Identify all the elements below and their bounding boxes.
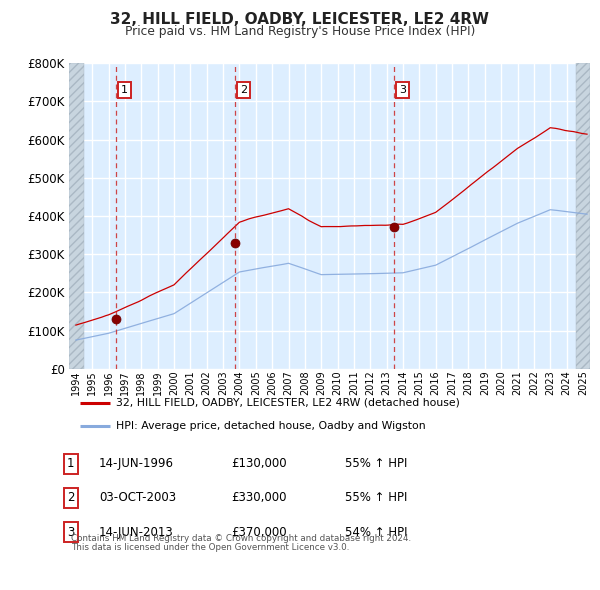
Text: 32, HILL FIELD, OADBY, LEICESTER, LE2 4RW (detached house): 32, HILL FIELD, OADBY, LEICESTER, LE2 4R… (116, 398, 460, 408)
Bar (576, 63, 590, 369)
Text: £130,000: £130,000 (231, 457, 287, 470)
Text: HPI: Average price, detached house, Oadby and Wigston: HPI: Average price, detached house, Oadb… (116, 421, 425, 431)
Text: 3: 3 (399, 85, 406, 95)
Text: 14-JUN-1996: 14-JUN-1996 (99, 457, 174, 470)
Text: 1: 1 (121, 85, 128, 95)
Text: 54% ↑ HPI: 54% ↑ HPI (345, 526, 407, 539)
Text: 32, HILL FIELD, OADBY, LEICESTER, LE2 4RW: 32, HILL FIELD, OADBY, LEICESTER, LE2 4R… (110, 12, 490, 27)
Text: 03-OCT-2003: 03-OCT-2003 (99, 491, 176, 504)
Bar (69, 63, 84, 369)
Text: £370,000: £370,000 (231, 526, 287, 539)
Text: 1: 1 (67, 457, 74, 470)
Text: 2: 2 (67, 491, 74, 504)
Text: 14-JUN-2013: 14-JUN-2013 (99, 526, 174, 539)
Text: 3: 3 (67, 526, 74, 539)
Text: £330,000: £330,000 (231, 491, 287, 504)
Text: 2: 2 (240, 85, 247, 95)
Text: Price paid vs. HM Land Registry's House Price Index (HPI): Price paid vs. HM Land Registry's House … (125, 25, 475, 38)
Text: This data is licensed under the Open Government Licence v3.0.: This data is licensed under the Open Gov… (71, 543, 349, 552)
Text: Contains HM Land Registry data © Crown copyright and database right 2024.: Contains HM Land Registry data © Crown c… (71, 535, 411, 543)
Text: 55% ↑ HPI: 55% ↑ HPI (345, 491, 407, 504)
Text: 55% ↑ HPI: 55% ↑ HPI (345, 457, 407, 470)
